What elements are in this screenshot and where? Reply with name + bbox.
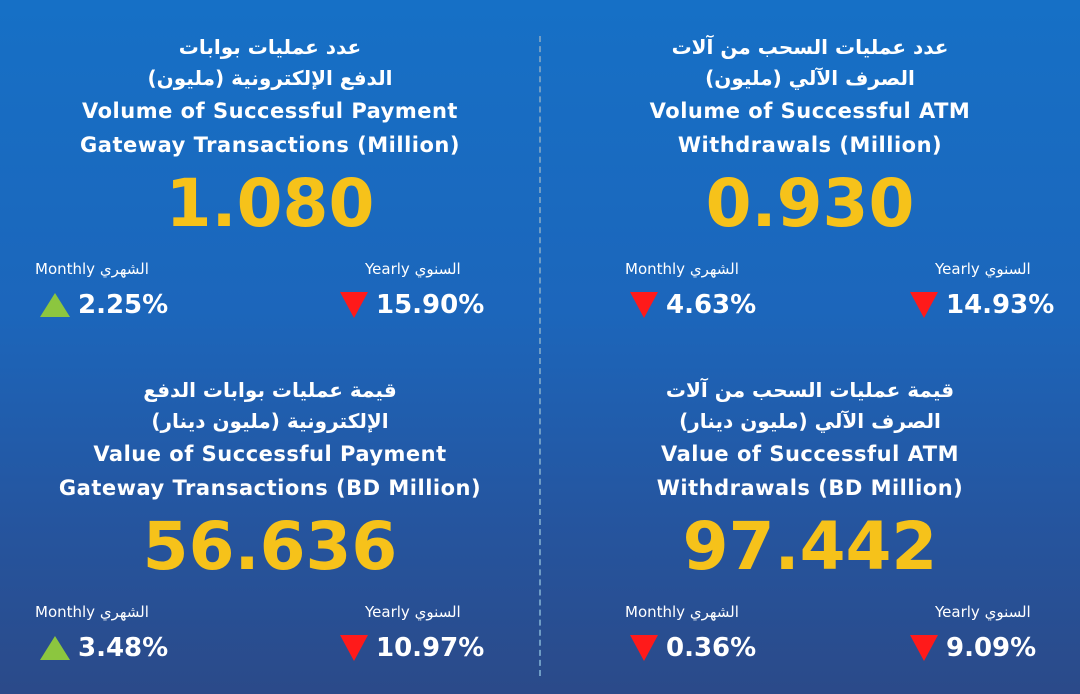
monthly-label: Monthly الشهري <box>35 603 149 621</box>
yearly-change: 9.09% <box>910 633 1036 663</box>
monthly-label: Monthly الشهري <box>625 260 739 278</box>
monthly-change: 3.48% <box>40 633 168 663</box>
monthly-label: Monthly الشهري <box>35 260 149 278</box>
metric-value: 56.636 <box>142 508 398 585</box>
triangle-down-icon <box>340 635 368 661</box>
yearly-change: 10.97% <box>340 633 484 663</box>
yearly-percent: 9.09% <box>946 633 1037 663</box>
metric-value: 97.442 <box>682 508 938 585</box>
arabic-title-line2: الإلكترونية (مليون دينار) <box>151 409 389 433</box>
arabic-title-line2: الدفع الإلكترونية (مليون) <box>147 66 393 90</box>
panel-atm-withdrawal-volume: عدد عمليات السحب من آلات الصرف الآلي (مل… <box>540 32 1080 332</box>
english-title-line1: Value of Successful Payment <box>93 442 447 466</box>
yearly-percent: 10.97% <box>376 633 485 663</box>
yearly-percent: 15.90% <box>376 290 485 320</box>
triangle-up-icon <box>40 636 70 660</box>
yearly-change: 15.90% <box>340 290 484 320</box>
triangle-down-icon <box>630 292 658 318</box>
monthly-change: 4.63% <box>630 290 756 320</box>
english-title-line2: Gateway Transactions (BD Million) <box>58 476 482 500</box>
arabic-title-line1: عدد عمليات السحب من آلات <box>671 35 949 59</box>
english-title-line2: Withdrawals (BD Million) <box>656 476 964 500</box>
english-title-line1: Volume of Successful Payment <box>82 99 458 123</box>
monthly-label: Monthly الشهري <box>625 603 739 621</box>
yearly-label: Yearly السنوي <box>935 603 1031 621</box>
triangle-down-icon <box>910 635 938 661</box>
monthly-percent: 0.36% <box>666 633 757 663</box>
english-title-line1: Volume of Successful ATM <box>649 99 971 123</box>
metric-value: 1.080 <box>165 165 375 242</box>
triangle-down-icon <box>630 635 658 661</box>
yearly-label: Yearly السنوي <box>365 603 461 621</box>
arabic-title-line2: الصرف الآلي (مليون) <box>705 66 915 90</box>
monthly-percent: 2.25% <box>78 290 169 320</box>
panel-payment-gateway-value: قيمة عمليات بوابات الدفع الإلكترونية (مل… <box>0 375 540 675</box>
panel-atm-withdrawal-value: قيمة عمليات السحب من آلات الصرف الآلي (م… <box>540 375 1080 675</box>
yearly-label: Yearly السنوي <box>935 260 1031 278</box>
monthly-change: 0.36% <box>630 633 756 663</box>
english-title-line2: Gateway Transactions (Million) <box>80 133 460 157</box>
yearly-label: Yearly السنوي <box>365 260 461 278</box>
yearly-change: 14.93% <box>910 290 1054 320</box>
metric-value: 0.930 <box>705 165 915 242</box>
monthly-change: 2.25% <box>40 290 168 320</box>
panel-payment-gateway-volume: عدد عمليات بوابات الدفع الإلكترونية (ملي… <box>0 32 540 332</box>
english-title-line1: Value of Successful ATM <box>660 442 959 466</box>
arabic-title-line1: عدد عمليات بوابات <box>178 35 362 59</box>
arabic-title-line2: الصرف الآلي (مليون دينار) <box>679 409 941 433</box>
arabic-title-line1: قيمة عمليات السحب من آلات <box>665 378 955 402</box>
triangle-up-icon <box>40 293 70 317</box>
triangle-down-icon <box>340 292 368 318</box>
arabic-title-line1: قيمة عمليات بوابات الدفع <box>143 378 397 402</box>
yearly-percent: 14.93% <box>946 290 1055 320</box>
triangle-down-icon <box>910 292 938 318</box>
english-title-line2: Withdrawals (Million) <box>677 133 943 157</box>
monthly-percent: 3.48% <box>78 633 169 663</box>
panel-divider <box>539 36 541 676</box>
monthly-percent: 4.63% <box>666 290 757 320</box>
